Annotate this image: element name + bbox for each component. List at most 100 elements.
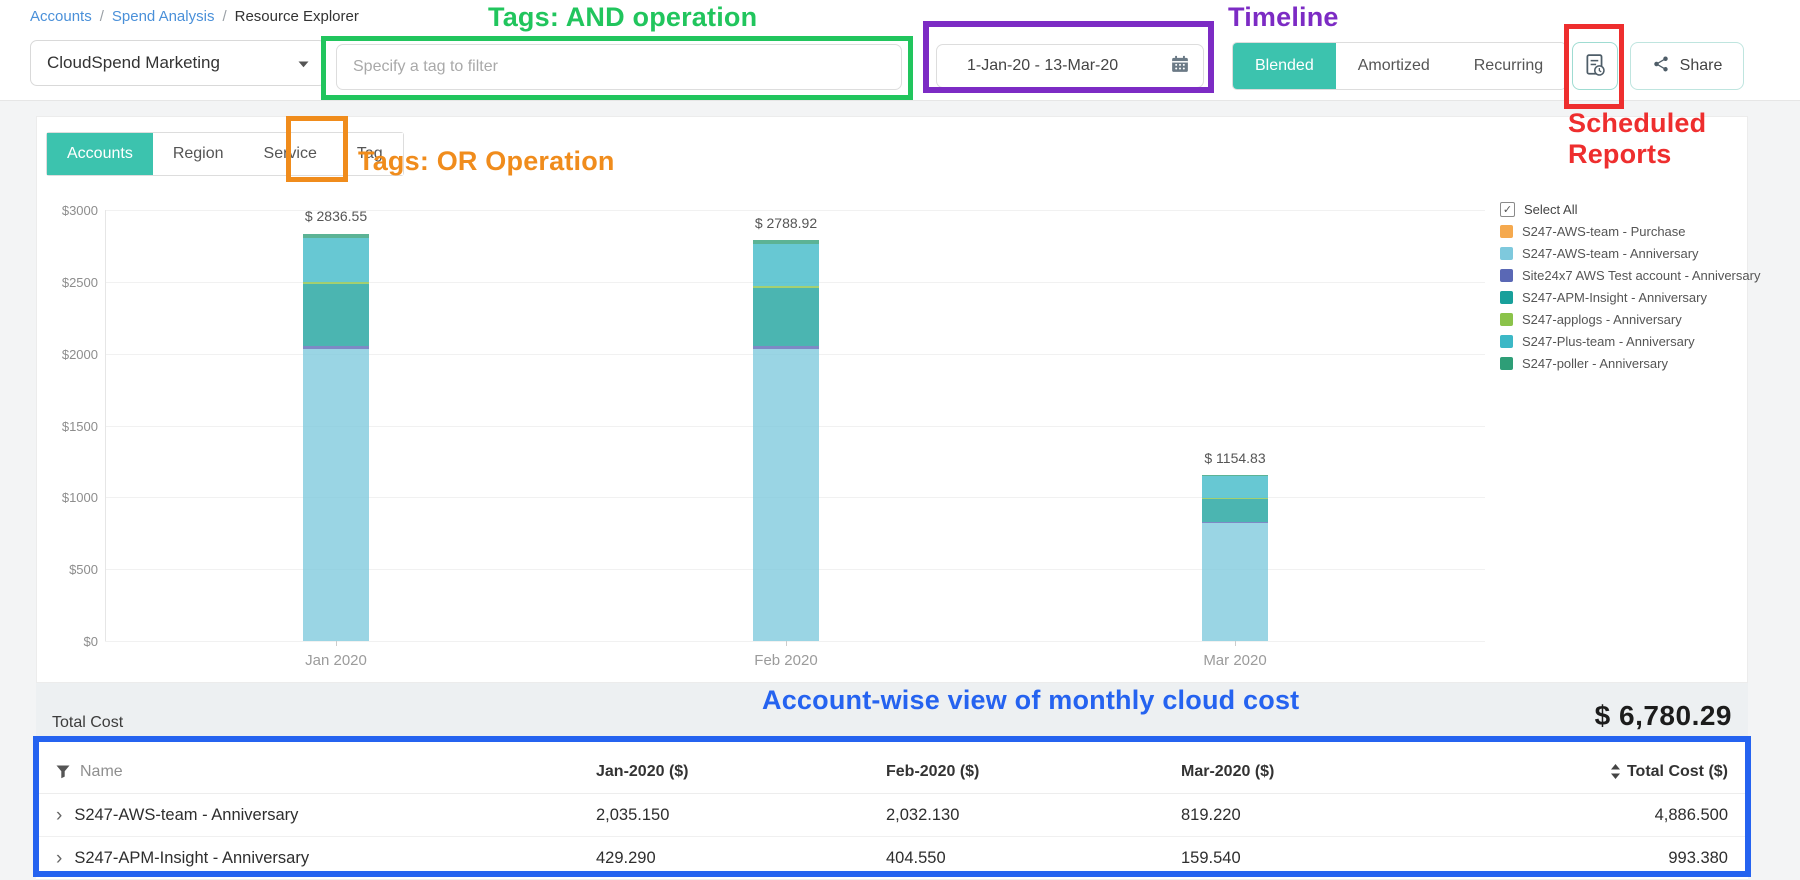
column-header-label: Feb-2020 ($) — [886, 762, 980, 780]
bar-segment — [753, 240, 819, 245]
chart-plot: $ 2836.55 Jan 2020 $ 2788.92 Feb 2020 $ 1154… — [105, 195, 1485, 670]
scheduled-reports-button[interactable] — [1572, 42, 1618, 90]
y-axis-tick-label: $500 — [69, 562, 98, 578]
cost-mode-group: Blended Amortized Recurring — [1232, 42, 1567, 90]
column-header-label: Mar-2020 ($) — [1181, 762, 1275, 780]
legend-swatch — [1500, 357, 1513, 370]
x-axis-tick — [336, 641, 337, 646]
y-axis-tick-label: $2000 — [61, 346, 98, 362]
tab-region[interactable]: Region — [152, 133, 244, 175]
x-axis-category-label: Mar 2020 — [1203, 652, 1267, 669]
y-axis-tick-label: $0 — [83, 634, 98, 649]
view-tabs: Accounts Region Service Tag — [46, 132, 404, 176]
account-dropdown[interactable]: CloudSpend Marketing — [30, 40, 326, 86]
breadcrumb-item-accounts[interactable]: Accounts — [30, 8, 92, 25]
date-range-picker[interactable]: 1-Jan-20 - 13-Mar-20 — [936, 44, 1204, 88]
select-all-label: Select All — [1524, 202, 1578, 217]
bar-segment — [303, 345, 369, 349]
bar-feb-2020[interactable] — [753, 240, 819, 641]
y-axis-tick-label: $1500 — [61, 418, 98, 434]
column-header-label: Name — [80, 762, 123, 780]
gridline — [105, 641, 1485, 642]
legend-swatch — [1500, 247, 1513, 260]
bar-segment — [753, 285, 819, 289]
cost-mode-recurring[interactable]: Recurring — [1452, 43, 1565, 89]
bar-segment — [753, 244, 819, 286]
gridline — [105, 210, 1485, 211]
column-header-name[interactable]: Name — [56, 763, 596, 781]
chevron-right-icon[interactable]: › — [56, 804, 63, 826]
row-name: S247-AWS-team - Anniversary — [74, 805, 299, 824]
legend-item-s247-applogs-anniversary[interactable]: S247-applogs - Anniversary — [1500, 312, 1760, 327]
share-label: Share — [1679, 57, 1723, 74]
row-name-cell: › S247-AWS-team - Anniversary — [56, 806, 596, 825]
bar-jan-2020[interactable] — [303, 233, 369, 641]
cost-mode-blended[interactable]: Blended — [1233, 43, 1336, 89]
tag-filter-input[interactable] — [336, 44, 902, 90]
column-header-total-cost[interactable]: Total Cost ($) — [1501, 763, 1728, 781]
x-axis-tick — [786, 641, 787, 646]
row-value: 2,032.130 — [886, 805, 960, 824]
breadcrumb-separator: / — [99, 8, 104, 25]
breadcrumb: Accounts / Spend Analysis / Resource Explore… — [30, 8, 359, 25]
legend-swatch — [1500, 335, 1513, 348]
bar-segment — [753, 349, 819, 641]
x-axis-category-label: Jan 2020 — [305, 652, 367, 669]
bar-segment — [1202, 521, 1268, 524]
row-name: S247-APM-Insight - Anniversary — [74, 848, 310, 867]
chevron-down-icon — [298, 53, 309, 73]
row-value: 404.550 — [886, 848, 946, 867]
bar-segment — [303, 348, 369, 641]
legend-item-label: S247-Plus-team - Anniversary — [1522, 334, 1695, 349]
bar-segment — [303, 237, 369, 283]
column-header-label: Total Cost ($) — [1626, 762, 1728, 780]
bar-segment — [303, 282, 369, 285]
cost-mode-amortized[interactable]: Amortized — [1336, 43, 1452, 89]
x-axis-tick — [1235, 641, 1236, 646]
chart-legend: S247-AWS-team - Purchase S247-AWS-team - … — [1500, 224, 1760, 371]
legend-item-s247-poller-anniversary[interactable]: S247-poller - Anniversary — [1500, 356, 1760, 371]
tab-service[interactable]: Service — [243, 133, 337, 175]
tab-tag[interactable]: Tag — [336, 133, 403, 175]
share-icon — [1652, 55, 1670, 78]
table-body: › S247-AWS-team - Anniversary 2,035.150 2,0… — [36, 794, 1748, 880]
table-row[interactable]: › S247-AWS-team - Anniversary 2,035.150 2,0… — [36, 794, 1748, 837]
column-header-mar-2020: Mar-2020 ($) — [1181, 763, 1501, 781]
row-value: 4,886.500 — [1654, 805, 1728, 824]
filter-icon — [56, 765, 70, 779]
legend-item-s247-aws-team-anniversary[interactable]: S247-AWS-team - Anniversary — [1500, 246, 1760, 261]
account-dropdown-value: CloudSpend Marketing — [47, 53, 220, 72]
scheduled-reports-icon — [1584, 53, 1606, 80]
y-axis-line — [105, 210, 106, 641]
select-all-checkbox[interactable]: ✓ — [1500, 202, 1515, 217]
legend-swatch — [1500, 269, 1513, 282]
share-button[interactable]: Share — [1630, 42, 1744, 90]
legend-item-site24x7-aws-test-account-anniversary[interactable]: Site24x7 AWS Test account - Anniversary — [1500, 268, 1760, 283]
chevron-right-icon[interactable]: › — [56, 847, 63, 869]
row-value: 429.290 — [596, 848, 656, 867]
legend-select-all[interactable]: ✓ Select All — [1500, 202, 1760, 217]
legend-item-s247-plus-team-anniversary[interactable]: S247-Plus-team - Anniversary — [1500, 334, 1760, 349]
row-value: 993.380 — [1668, 848, 1728, 867]
x-axis-category-label: Feb 2020 — [754, 652, 818, 669]
legend-item-label: Site24x7 AWS Test account - Anniversary — [1522, 268, 1761, 283]
legend-swatch — [1500, 225, 1513, 238]
bar-mar-2020[interactable] — [1202, 475, 1268, 641]
legend-item-label: S247-applogs - Anniversary — [1522, 312, 1682, 327]
legend-item-s247-aws-team-purchase[interactable]: S247-AWS-team - Purchase — [1500, 224, 1760, 239]
bar-total-label: $ 2788.92 — [754, 215, 818, 232]
legend-item-s247-apm-insight-anniversary[interactable]: S247-APM-Insight - Anniversary — [1500, 290, 1760, 305]
bar-segment — [753, 288, 819, 347]
bar-segment — [1202, 523, 1268, 641]
table-row[interactable]: › S247-APM-Insight - Anniversary 429.290 40… — [36, 837, 1748, 880]
legend-item-label: S247-APM-Insight - Anniversary — [1522, 290, 1707, 305]
bar-segment — [753, 346, 819, 350]
legend-item-label: S247-AWS-team - Anniversary — [1522, 246, 1699, 261]
bar-segment — [1202, 476, 1268, 498]
tab-accounts[interactable]: Accounts — [47, 133, 153, 175]
breadcrumb-item-spend-analysis[interactable]: Spend Analysis — [111, 8, 215, 25]
bar-total-label: $ 2836.55 — [304, 208, 368, 225]
y-axis-tick-label: $2500 — [61, 274, 98, 290]
date-range-value: 1-Jan-20 - 13-Mar-20 — [967, 57, 1119, 74]
